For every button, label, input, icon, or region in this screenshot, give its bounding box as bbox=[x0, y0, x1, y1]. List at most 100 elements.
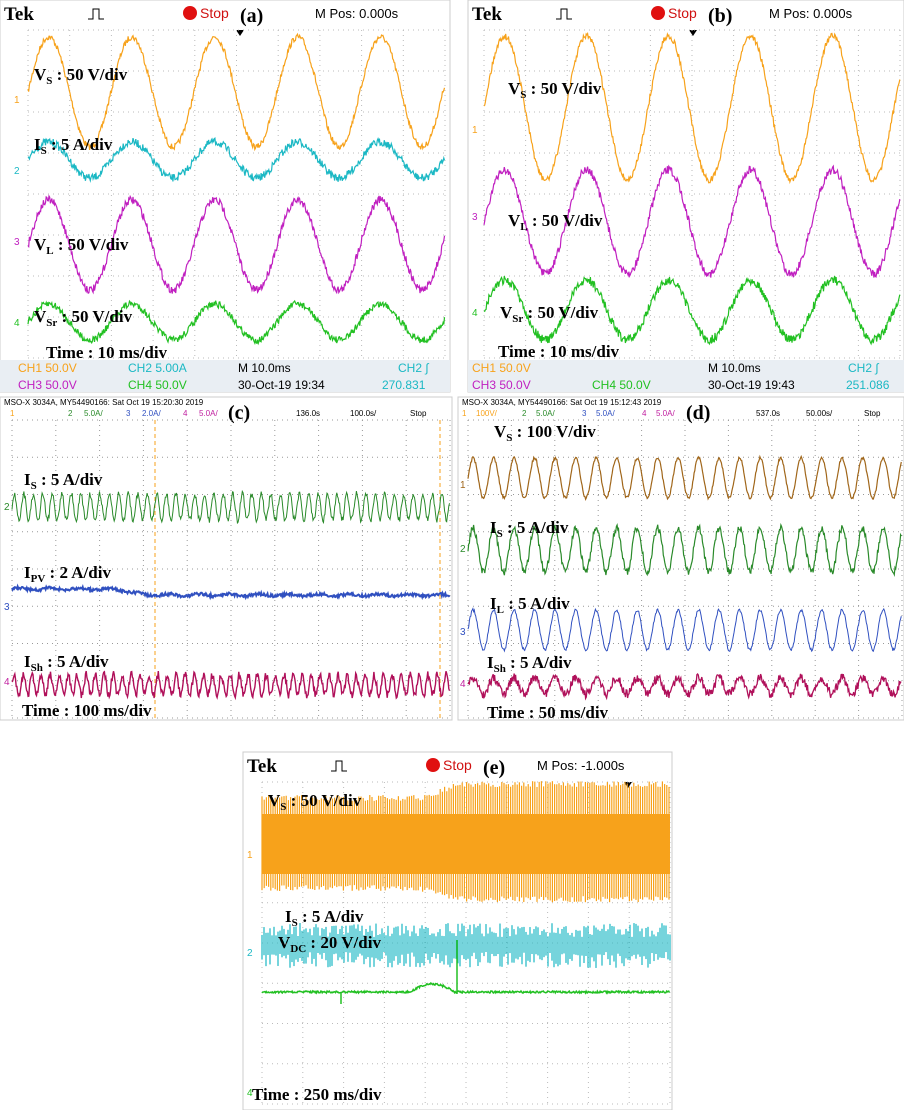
run-status: Stop bbox=[200, 5, 229, 21]
label-symbol: V bbox=[34, 65, 47, 84]
footer-text: CH1 50.0V bbox=[18, 361, 77, 375]
channel-setting: 136.0s bbox=[296, 409, 320, 418]
footer-text: CH1 50.0V bbox=[472, 361, 531, 375]
channel-setting: 4 bbox=[183, 409, 188, 418]
channel-setting: 5.0A/ bbox=[199, 409, 218, 418]
channel-setting: 2 bbox=[68, 409, 73, 418]
channel-setting: 2 bbox=[522, 409, 527, 418]
channel-setting: 1 bbox=[10, 409, 15, 418]
channel-setting: 50.00s/ bbox=[806, 409, 833, 418]
label-scale: : 5 A/div bbox=[298, 907, 364, 926]
footer-text: CH2 5.00A bbox=[128, 361, 187, 375]
m-pos: M Pos: 0.000s bbox=[315, 6, 399, 21]
time-label: Time : 50 ms/div bbox=[487, 703, 609, 722]
channel-setting: 100V/ bbox=[476, 409, 498, 418]
footer-text: M 10.0ms bbox=[708, 361, 761, 375]
channel-marker: 4 bbox=[460, 679, 466, 690]
label-scale: : 5 A/div bbox=[503, 518, 569, 537]
label-symbol: V bbox=[268, 791, 281, 810]
channel-setting: 4 bbox=[642, 409, 647, 418]
panel-c bbox=[0, 397, 452, 720]
channel-marker: 3 bbox=[14, 237, 20, 248]
run-status: Stop bbox=[443, 757, 472, 773]
brand: Tek bbox=[472, 4, 502, 25]
label-scale: : 2 A/div bbox=[45, 563, 111, 582]
brand: Tek bbox=[4, 4, 34, 25]
channel-label: IS : 5 A/div bbox=[24, 470, 103, 492]
channel-label: IS : 5 A/div bbox=[490, 518, 569, 540]
label-symbol: V bbox=[278, 933, 291, 952]
footer-text: CH2 ∫ bbox=[848, 361, 879, 375]
label-subscript: Sh bbox=[31, 662, 43, 674]
footer-text: CH4 50.0V bbox=[592, 378, 651, 392]
channel-setting: 537.0s bbox=[756, 409, 780, 418]
label-subscript: Sr bbox=[512, 313, 523, 325]
label-subscript: L bbox=[46, 245, 53, 257]
label-subscript: PV bbox=[31, 573, 46, 585]
stop-dot bbox=[426, 758, 440, 772]
m-pos: M Pos: 0.000s bbox=[769, 6, 853, 21]
label-symbol: V bbox=[34, 307, 47, 326]
time-label: Time : 10 ms/div bbox=[498, 342, 620, 361]
channel-marker: 2 bbox=[460, 544, 466, 555]
label-symbol: V bbox=[508, 79, 521, 98]
label-symbol: V bbox=[34, 235, 47, 254]
channel-marker: 3 bbox=[460, 627, 466, 638]
panel-tag: (a) bbox=[240, 5, 263, 27]
channel-marker: 1 bbox=[472, 125, 478, 136]
label-scale: : 5 A/div bbox=[37, 470, 103, 489]
stop-dot bbox=[183, 6, 197, 20]
label-scale: : 50 V/div bbox=[526, 79, 601, 98]
channel-setting: 5.0A/ bbox=[84, 409, 103, 418]
scope-info: MSO-X 3034A, MY54490166: Sat Oct 19 15:1… bbox=[462, 398, 662, 407]
time-label: Time : 250 ms/div bbox=[252, 1085, 382, 1104]
label-scale: : 50 V/div bbox=[523, 303, 598, 322]
label-scale: : 50 V/div bbox=[286, 791, 361, 810]
channel-marker: 1 bbox=[247, 850, 253, 861]
scope-info: MSO-X 3034A, MY54490166: Sat Oct 19 15:2… bbox=[4, 398, 204, 407]
channel-marker: 4 bbox=[4, 677, 10, 688]
channel-marker: 4 bbox=[472, 308, 478, 319]
label-scale: : 20 V/div bbox=[306, 933, 381, 952]
footer-text: 270.831 bbox=[382, 378, 426, 392]
run-status: Stop bbox=[668, 5, 697, 21]
label-subscript: Sr bbox=[46, 317, 57, 329]
label-scale: : 5 A/div bbox=[504, 594, 570, 613]
label-scale: : 5 A/div bbox=[47, 135, 113, 154]
figure: TekStop(a)M Pos: 0.000s1234VS : 50 V/div… bbox=[0, 0, 904, 1110]
channel-marker: 3 bbox=[472, 212, 478, 223]
label-subscript: L bbox=[520, 221, 527, 233]
footer-text: 30-Oct-19 19:43 bbox=[708, 378, 795, 392]
time-label: Time : 10 ms/div bbox=[46, 343, 168, 362]
time-label: Time : 100 ms/div bbox=[22, 701, 152, 720]
brand: Tek bbox=[247, 756, 277, 777]
channel-marker: 1 bbox=[460, 480, 466, 491]
footer-text: CH3 50.0V bbox=[472, 378, 531, 392]
channel-setting: Stop bbox=[864, 409, 881, 418]
channel-setting: 1 bbox=[462, 409, 467, 418]
channel-setting: 3 bbox=[126, 409, 131, 418]
m-pos: M Pos: -1.000s bbox=[537, 758, 625, 773]
channel-marker: 4 bbox=[14, 318, 20, 329]
panel-tag: (d) bbox=[686, 402, 710, 424]
waveform-band bbox=[262, 814, 670, 874]
channel-marker: 2 bbox=[14, 166, 20, 177]
footer-bar bbox=[468, 360, 904, 392]
channel-setting: 3 bbox=[582, 409, 587, 418]
footer-text: CH4 50.0V bbox=[128, 378, 187, 392]
label-scale: : 50 V/div bbox=[52, 65, 127, 84]
channel-marker: 1 bbox=[14, 95, 20, 106]
footer-text: M 10.0ms bbox=[238, 361, 291, 375]
label-symbol: V bbox=[494, 422, 507, 441]
label-scale: : 50 V/div bbox=[528, 211, 603, 230]
panel-b bbox=[468, 0, 904, 392]
channel-marker: 2 bbox=[247, 948, 253, 959]
label-subscript: L bbox=[497, 604, 504, 616]
label-symbol: V bbox=[508, 211, 521, 230]
label-scale: : 100 V/div bbox=[512, 422, 596, 441]
label-scale: : 5 A/div bbox=[506, 653, 572, 672]
footer-text: CH3 50.0V bbox=[18, 378, 77, 392]
channel-setting: 5.0A/ bbox=[656, 409, 675, 418]
channel-marker: 3 bbox=[4, 602, 10, 613]
channel-setting: 5.0A/ bbox=[536, 409, 555, 418]
